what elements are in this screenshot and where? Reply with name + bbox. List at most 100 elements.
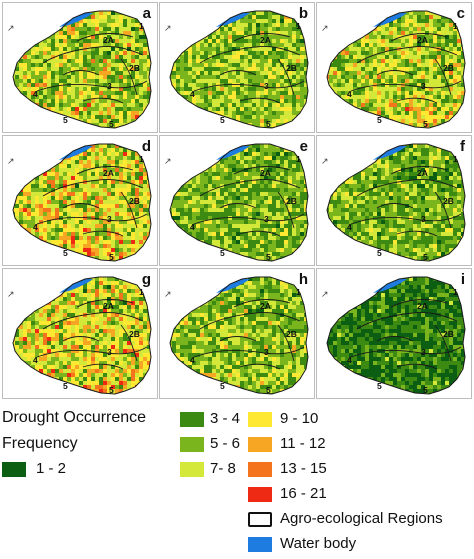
water-body-c xyxy=(373,13,407,27)
region-label: 5 xyxy=(63,248,68,258)
north-arrow-icon: ↗ xyxy=(164,156,172,166)
water-body-h xyxy=(216,279,250,293)
agro-region-boundary xyxy=(199,179,301,197)
legend-label-3-4: 3 - 4 xyxy=(210,410,241,427)
drought-map-a xyxy=(12,10,152,129)
region-label: 3 xyxy=(421,347,426,357)
region-label: 4 xyxy=(190,222,195,232)
legend-swatch-7-8 xyxy=(180,462,204,477)
region-label: 5 xyxy=(220,248,225,258)
legend-label-agro-regions: Agro-ecological Regions xyxy=(280,510,443,527)
map-panel-f: ↗ 2A 2B 3 4 5 5 1 f xyxy=(316,135,472,266)
agro-region-boundary xyxy=(219,336,257,342)
agro-region-boundary xyxy=(233,299,291,308)
agro-region-boundary xyxy=(76,299,134,308)
region-label: 1 xyxy=(296,21,301,31)
region-label: 2A xyxy=(103,35,114,45)
panel-label: h xyxy=(298,271,308,288)
drought-map-g xyxy=(12,276,152,395)
region-label: 5 xyxy=(109,252,114,262)
map-panel-c: ↗ 2A 2B 3 4 5 5 1 c xyxy=(316,2,472,133)
legend-label-5-6: 5 - 6 xyxy=(210,435,241,452)
region-label: 4 xyxy=(347,89,352,99)
agro-region-boundary xyxy=(76,33,134,42)
region-label: 2A xyxy=(260,168,271,178)
region-label: 3 xyxy=(421,214,426,224)
agro-region-boundary xyxy=(193,80,305,92)
agro-region-boundary xyxy=(239,230,281,237)
legend-label-16-21: 16 - 21 xyxy=(280,485,327,502)
region-label: 3 xyxy=(421,81,426,91)
map-panel-b: ↗ 2A 2B 3 4 5 5 1 b xyxy=(159,2,315,133)
agro-region-boundary xyxy=(36,346,148,358)
region-label: 2B xyxy=(443,63,454,73)
panel-label: a xyxy=(142,5,151,22)
region-label: 2A xyxy=(260,35,271,45)
legend-swatch-9-10 xyxy=(248,412,272,427)
country-outline xyxy=(12,276,152,395)
map-panel-i: ↗ 2A 2B 3 4 5 5 1 i xyxy=(316,268,472,399)
region-label: 3 xyxy=(264,81,269,91)
region-label: 2A xyxy=(417,35,428,45)
north-arrow-icon: ↗ xyxy=(7,156,15,166)
agro-region-boundary xyxy=(350,346,462,358)
region-label: 4 xyxy=(347,355,352,365)
agro-region-boundary xyxy=(193,346,305,358)
legend-swatch-13-15 xyxy=(248,462,272,477)
region-label: 5 xyxy=(266,252,271,262)
region-label: 4 xyxy=(33,355,38,365)
legend-label-7-8: 7- 8 xyxy=(210,460,236,477)
region-label: 5 xyxy=(109,385,114,395)
legend-swatch-11-12 xyxy=(248,437,272,452)
region-label: 1 xyxy=(139,21,144,31)
region-label: 5 xyxy=(423,119,428,129)
country-outline xyxy=(169,276,309,395)
region-label: 2B xyxy=(286,329,297,339)
agro-region-boundary xyxy=(36,213,148,225)
legend-swatch-5-6 xyxy=(180,437,204,452)
region-label: 5 xyxy=(63,381,68,391)
agro-region-boundary xyxy=(434,324,452,362)
water-body-a xyxy=(59,13,93,27)
drought-map-f xyxy=(326,143,466,262)
map-panel-d: ↗ 2A 2B 3 4 5 5 1 d xyxy=(2,135,158,266)
region-label: 1 xyxy=(139,154,144,164)
agro-region-boundary xyxy=(82,230,124,237)
region-label: 2B xyxy=(129,196,140,206)
region-label: 1 xyxy=(453,287,458,297)
region-label: 4 xyxy=(190,355,195,365)
agro-region-boundary xyxy=(396,97,438,104)
legend-swatch-agro-regions xyxy=(248,512,272,527)
region-label: 2B xyxy=(443,196,454,206)
agro-region-boundary xyxy=(396,363,438,370)
agro-region-boundary xyxy=(36,80,148,92)
agro-region-boundary xyxy=(376,336,414,342)
agro-region-boundary xyxy=(390,299,448,308)
legend-label-11-12: 11 - 12 xyxy=(280,435,326,452)
region-label: 5 xyxy=(423,385,428,395)
map-grid: ↗ 2A 2B 3 4 5 5 1 a ↗ 2A 2B 3 4 5 5 1 b ↗ 2A 2B 3 4 5 5 1 c ↗ 2A 2B 3 4… xyxy=(2,2,472,399)
agro-region-boundary xyxy=(239,363,281,370)
agro-region-boundary xyxy=(434,58,452,96)
agro-region-boundary xyxy=(82,97,124,104)
panel-label: b xyxy=(298,5,308,22)
drought-map-h xyxy=(169,276,309,395)
map-panel-h: ↗ 2A 2B 3 4 5 5 1 h xyxy=(159,268,315,399)
country-outline xyxy=(326,10,466,129)
map-panel-a: ↗ 2A 2B 3 4 5 5 1 a xyxy=(2,2,158,133)
north-arrow-icon: ↗ xyxy=(7,23,15,33)
agro-region-boundary xyxy=(219,203,257,209)
region-label: 5 xyxy=(220,115,225,125)
region-label: 1 xyxy=(453,21,458,31)
country-outline xyxy=(326,276,466,395)
region-label: 4 xyxy=(33,89,38,99)
water-body-b xyxy=(216,13,250,27)
legend-swatch-1-2 xyxy=(2,462,26,477)
region-label: 5 xyxy=(377,248,382,258)
legend-title-line2: Frequency xyxy=(2,435,78,452)
legend-title-line1: Drought Occurrence xyxy=(2,409,147,426)
region-label: 5 xyxy=(63,115,68,125)
agro-region-boundary xyxy=(199,46,301,64)
agro-region-boundary xyxy=(350,80,462,92)
map-panel-e: ↗ 2A 2B 3 4 5 5 1 e xyxy=(159,135,315,266)
